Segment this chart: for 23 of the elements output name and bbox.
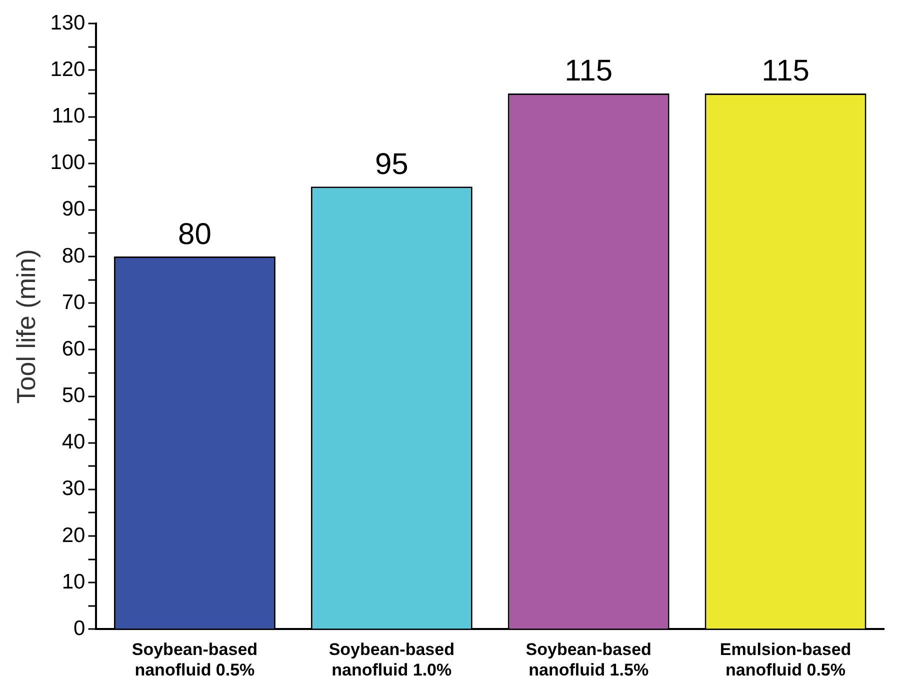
y-tick-label: 10 [62,570,86,594]
y-tick-label: 50 [62,384,86,408]
y-tick-label: 90 [62,198,86,221]
y-tick-label: 70 [62,290,86,314]
x-tick-label: Soybean-based nanofluid 0.5% [132,640,258,680]
x-tick-label: Emulsion-based nanofluid 0.5% [720,640,852,680]
data-label: 115 [762,54,810,88]
y-tick-label: 120 [50,58,86,81]
y-tick-label: 100 [50,151,86,174]
data-label: 115 [564,54,613,88]
y-tick-label: 80 [62,244,86,268]
y-tick-label: 60 [62,337,86,360]
y-axis-title: Tool life (min) [10,249,41,404]
y-tick-label: 30 [62,477,86,500]
y-tick-label: 20 [62,524,86,547]
data-label: 95 [374,148,408,181]
y-tick-label: 130 [50,11,86,34]
data-label: 80 [178,218,212,251]
y-tick-label: 40 [62,430,86,454]
y-tick-label: 0 [74,616,86,640]
y-tick-label: 110 [52,104,86,128]
x-tick-label: Soybean-based nanofluid 1.0% [328,640,454,680]
x-tick-label: Soybean-based nanofluid 1.5% [526,640,652,680]
